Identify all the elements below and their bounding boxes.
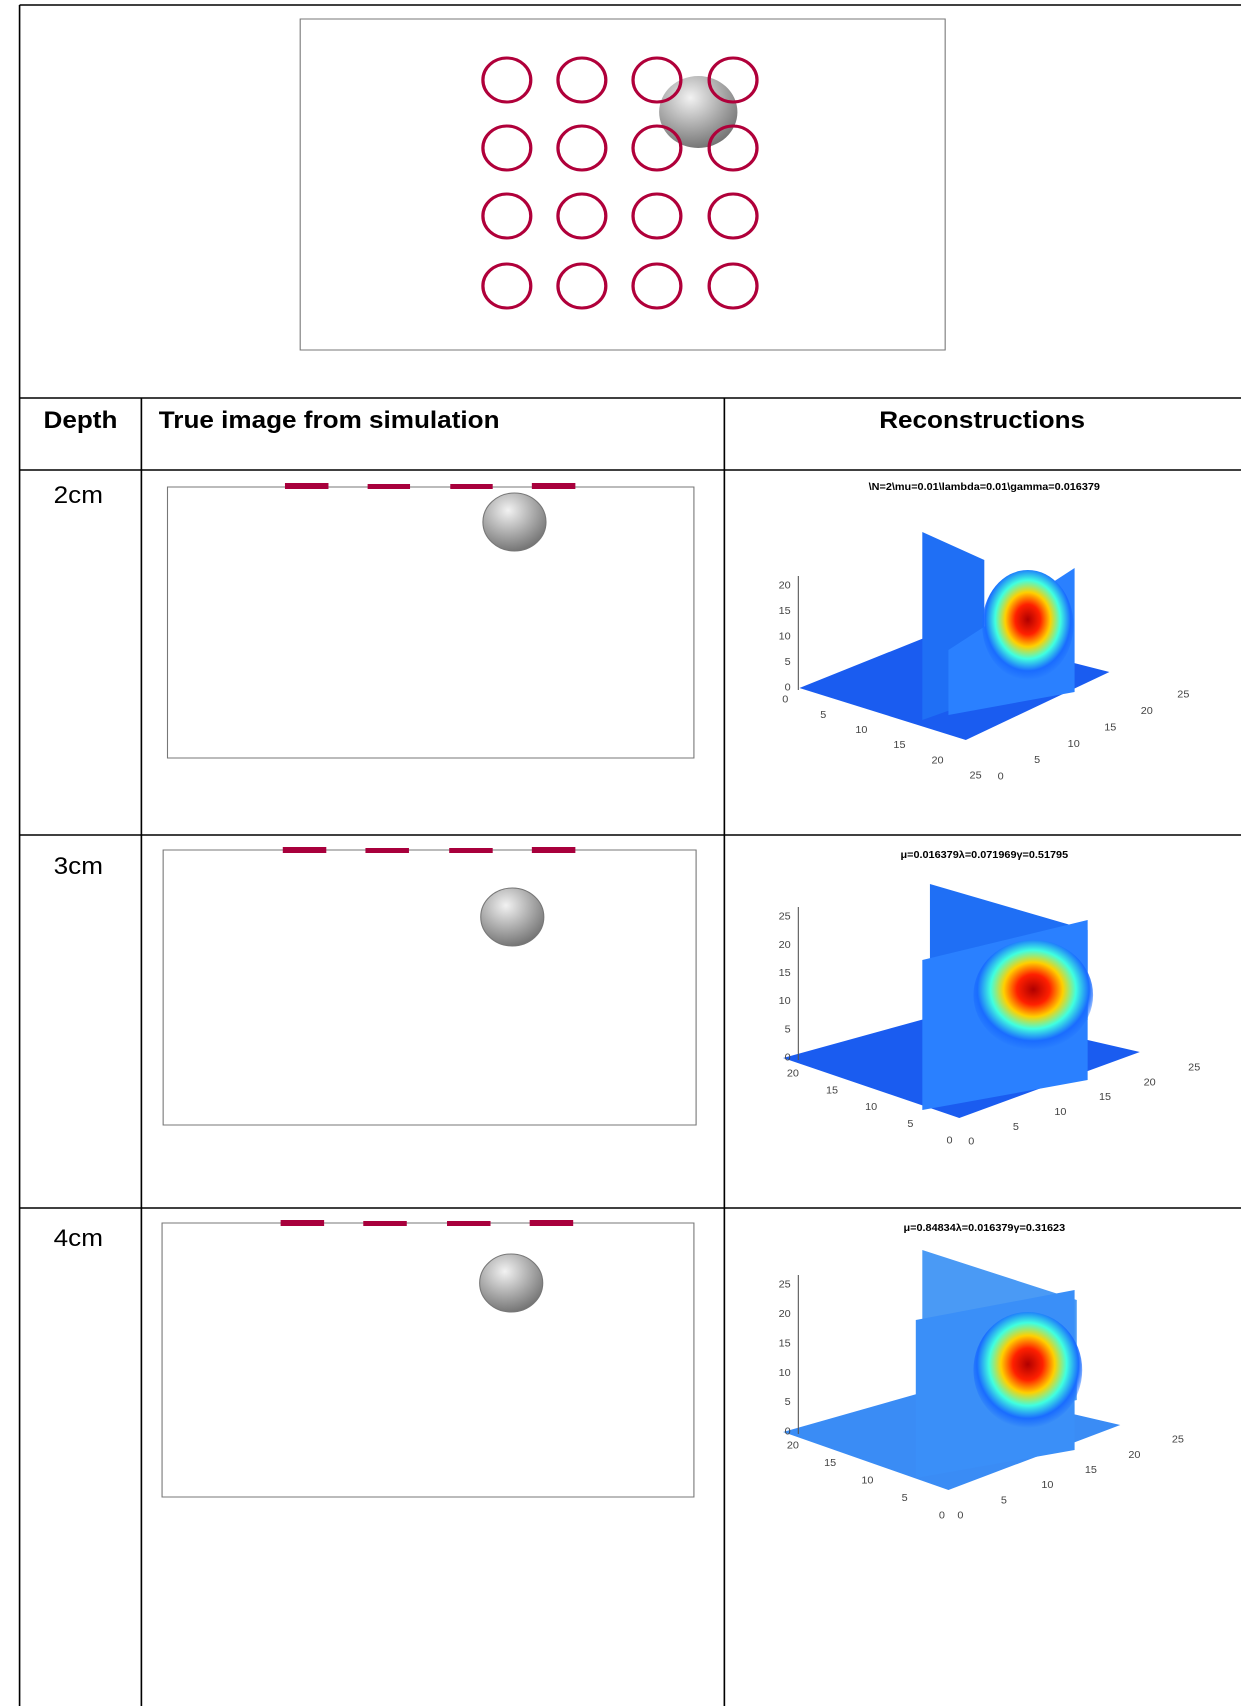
tick-label: 20 xyxy=(779,940,791,951)
tick-label: 0 xyxy=(785,1053,791,1064)
tick-label: 15 xyxy=(826,1086,838,1097)
tick-label: 20 xyxy=(931,756,943,767)
tick-label: 15 xyxy=(779,606,791,617)
tick-label: 0 xyxy=(785,1427,791,1438)
tick-label: 25 xyxy=(1172,1435,1184,1446)
tick-label: 25 xyxy=(970,771,982,782)
table-borders xyxy=(18,4,1241,1706)
tick-label: 15 xyxy=(893,741,905,752)
tick-label: 5 xyxy=(902,1493,908,1504)
simulation-figure xyxy=(162,847,697,1126)
plot-title: μ=0.84834λ=0.016379γ=0.31623 xyxy=(903,1223,1065,1234)
header-cell: Depth xyxy=(44,407,118,434)
tick-label: 15 xyxy=(1099,1093,1111,1104)
depth-label: 4cm xyxy=(54,1225,103,1252)
tick-label: 25 xyxy=(779,912,791,923)
tick-label: 10 xyxy=(865,1102,877,1113)
depth-label: 3cm xyxy=(54,853,103,880)
depth-label: 2cm xyxy=(54,482,103,509)
tick-label: 20 xyxy=(779,581,791,592)
tick-label: 5 xyxy=(785,1398,791,1409)
tick-label: 20 xyxy=(1128,1450,1140,1461)
plot-title: μ=0.016379λ=0.071969γ=0.51795 xyxy=(900,850,1068,861)
simulation-figure xyxy=(166,483,695,759)
reconstruction-plot xyxy=(783,1250,1121,1490)
plot-title: \N=2\mu=0.01\lambda=0.01\gamma=0.016379 xyxy=(869,482,1101,493)
tick-label: 15 xyxy=(779,1339,791,1350)
tick-label: 5 xyxy=(1013,1122,1019,1133)
tick-label: 0 xyxy=(939,1511,945,1522)
tick-label: 0 xyxy=(782,695,788,706)
tick-label: 10 xyxy=(1041,1481,1053,1492)
tick-label: 5 xyxy=(785,1025,791,1036)
tick-label: 10 xyxy=(1068,739,1080,750)
tick-label: 0 xyxy=(968,1137,974,1148)
tick-label: 0 xyxy=(957,1511,963,1522)
tick-label: 10 xyxy=(779,1368,791,1379)
tick-label: 0 xyxy=(998,772,1004,783)
tick-label: 0 xyxy=(785,683,791,694)
tick-label: 5 xyxy=(820,710,826,721)
tick-label: 10 xyxy=(1054,1107,1066,1118)
tick-label: 15 xyxy=(779,968,791,979)
reconstruction-plot xyxy=(783,884,1140,1118)
simulation-figure xyxy=(161,1220,695,1498)
tick-label: 25 xyxy=(779,1280,791,1291)
tick-label: 10 xyxy=(855,725,867,736)
tick-label: 20 xyxy=(787,1441,799,1452)
tick-label: 15 xyxy=(824,1458,836,1469)
array-figure xyxy=(299,18,946,351)
header-cell: True image from simulation xyxy=(159,407,500,434)
tick-label: 25 xyxy=(1177,690,1189,701)
tick-label: 20 xyxy=(787,1069,799,1080)
reconstruction-plot xyxy=(799,532,1110,740)
header-cell: Reconstructions xyxy=(879,407,1085,434)
tick-label: 15 xyxy=(1104,723,1116,734)
tick-label: 25 xyxy=(1188,1063,1200,1074)
tick-label: 20 xyxy=(779,1309,791,1320)
tick-label: 5 xyxy=(1001,1496,1007,1507)
tick-label: 15 xyxy=(1085,1465,1097,1476)
tick-label: 10 xyxy=(861,1476,873,1487)
tick-label: 10 xyxy=(779,632,791,643)
tick-label: 10 xyxy=(779,997,791,1008)
tick-label: 20 xyxy=(1144,1078,1156,1089)
tick-label: 5 xyxy=(907,1119,913,1130)
tick-label: 20 xyxy=(1141,706,1153,717)
tick-label: 0 xyxy=(946,1136,952,1147)
tick-label: 5 xyxy=(1034,756,1040,767)
tick-label: 5 xyxy=(785,657,791,668)
